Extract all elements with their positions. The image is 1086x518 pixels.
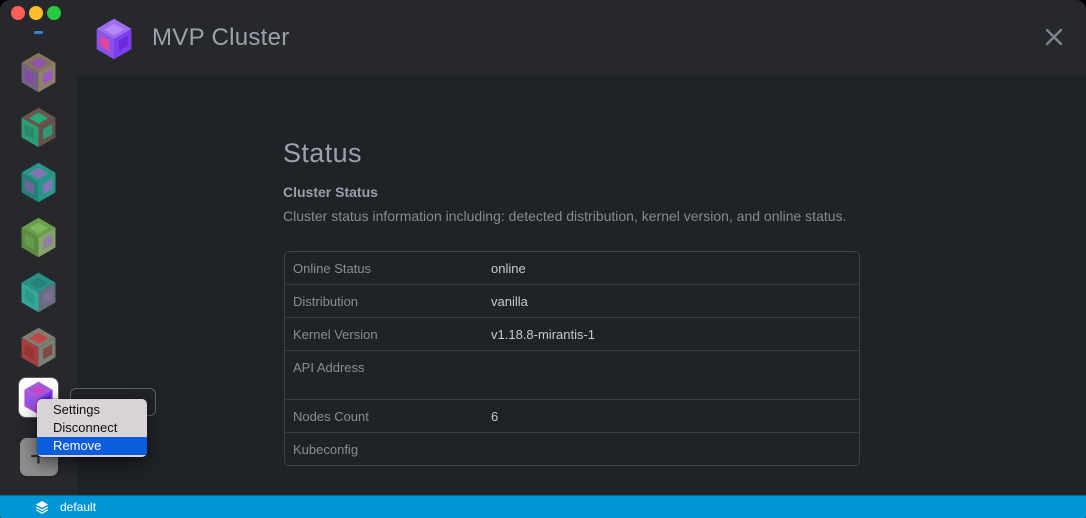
cluster-status-table: Online Status online Distribution vanill… [284, 251, 860, 466]
cluster-list [20, 52, 57, 368]
hex-cube-icon [21, 272, 56, 313]
hex-cube-icon [96, 18, 132, 60]
row-label: Distribution [293, 294, 359, 309]
main-panel: Status Cluster Status Cluster status inf… [77, 76, 1086, 495]
menu-item-disconnect[interactable]: Disconnect [53, 420, 118, 435]
row-label: Nodes Count [293, 409, 369, 424]
menu-item-remove[interactable]: Remove [37, 437, 147, 455]
table-row: Nodes Count 6 [285, 400, 859, 433]
row-value [491, 351, 859, 399]
layers-icon [36, 501, 48, 514]
workspace-selector[interactable]: default [34, 499, 96, 515]
close-button[interactable] [1040, 23, 1068, 51]
cluster-logo-icon [95, 18, 133, 60]
workspace-name: default [60, 500, 97, 514]
section-title: Cluster Status [283, 184, 378, 200]
sidebar-cluster-cluster-3[interactable] [20, 162, 57, 203]
sidebar-cluster-cluster-4[interactable] [20, 217, 57, 258]
table-row: API Address [285, 351, 859, 400]
row-value: v1.18.8-mirantis-1 [491, 327, 596, 342]
window-title: MVP Cluster [152, 24, 290, 51]
table-row: Kubeconfig [285, 433, 859, 465]
page-title: Status [283, 138, 362, 168]
section-description: Cluster status information including: de… [283, 208, 847, 224]
workspace-indicator [34, 31, 43, 34]
table-row: Online Status online [285, 252, 859, 285]
row-label: Kubeconfig [293, 442, 359, 457]
hex-cube-icon [21, 107, 56, 148]
traffic-light-zoom[interactable] [47, 6, 61, 20]
row-value: 6 [491, 409, 499, 424]
traffic-light-close[interactable] [11, 6, 25, 20]
hex-cube-icon [21, 217, 56, 258]
hex-cube-icon [21, 327, 56, 368]
status-bar: default [0, 495, 1086, 518]
row-label: Kernel Version [293, 327, 378, 342]
sidebar-cluster-cluster-2[interactable] [20, 107, 57, 148]
sidebar-cluster-cluster-6[interactable] [20, 327, 57, 368]
row-label: API Address [293, 360, 365, 375]
titlebar: MVP Cluster [0, 0, 1086, 76]
sidebar-cluster-cluster-1[interactable] [20, 52, 57, 93]
row-label: Online Status [293, 261, 372, 276]
traffic-lights [11, 6, 61, 20]
hex-cube-icon [21, 52, 56, 93]
menu-item-settings[interactable]: Settings [53, 402, 100, 417]
row-value: vanilla [491, 294, 528, 309]
sidebar-cluster-cluster-5[interactable] [20, 272, 57, 313]
table-row: Kernel Version v1.18.8-mirantis-1 [285, 318, 859, 351]
traffic-light-minimize[interactable] [29, 6, 43, 20]
hex-cube-icon [21, 162, 56, 203]
table-row: Distribution vanilla [285, 285, 859, 318]
row-value: online [491, 261, 526, 276]
close-icon [1045, 28, 1063, 46]
row-value [491, 433, 859, 465]
context-menu: Settings Disconnect Remove [37, 399, 147, 457]
